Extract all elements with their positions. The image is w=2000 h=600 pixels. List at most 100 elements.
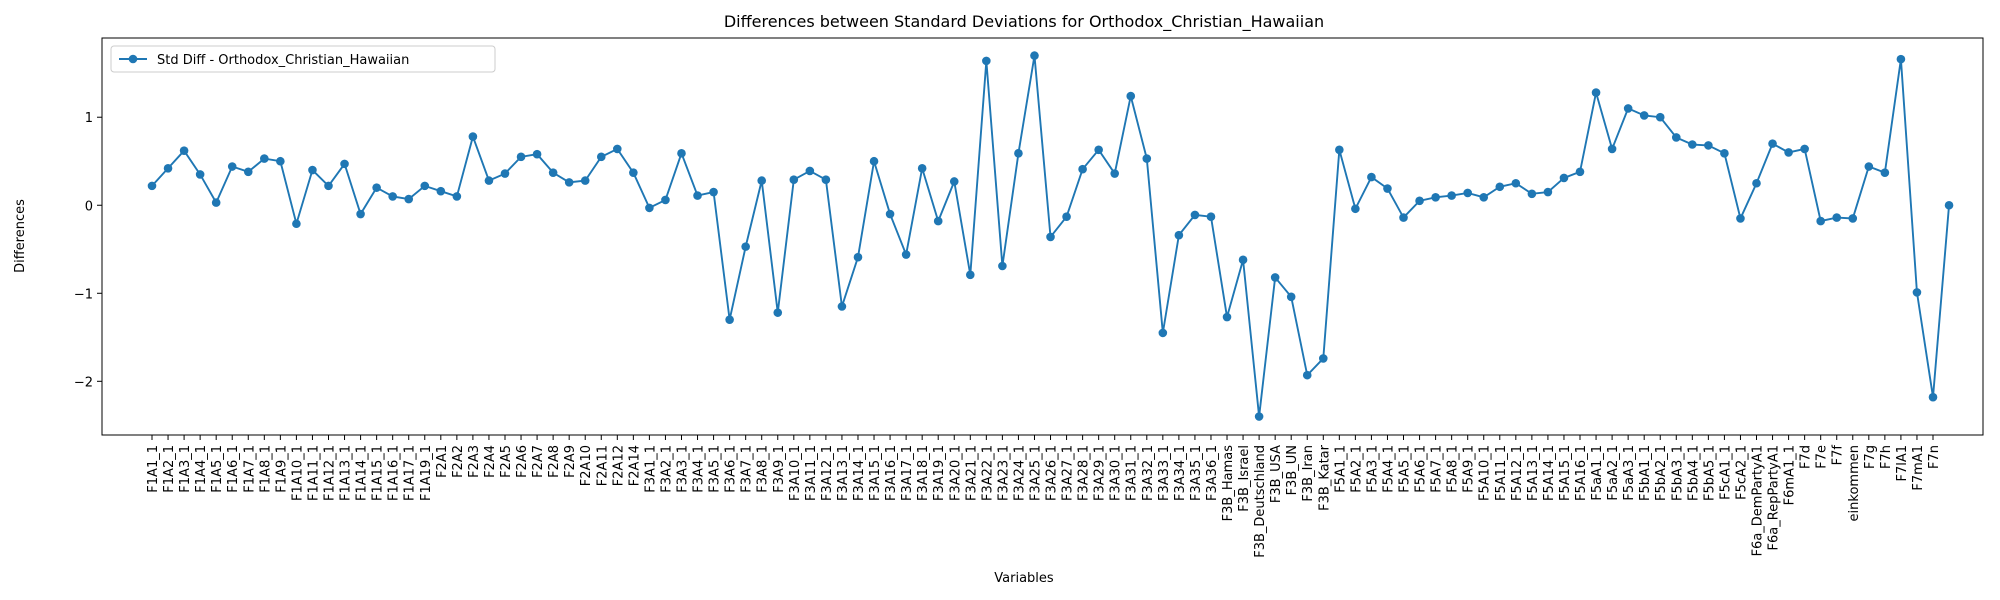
data-point [1302,370,1312,380]
x-tick-label: F7d [1799,445,1814,469]
x-tick-label: F1A6_1 [226,445,241,493]
x-tick-label: F6mA1_1 [1783,445,1798,505]
data-point [1399,213,1408,222]
data-point [1671,133,1681,142]
x-tick-label: F5cA2_1 [1734,445,1749,500]
data-point [933,216,943,226]
x-tick-label: F6a_DemPartyA1 [1751,445,1766,556]
x-tick-label: F5bA2_1 [1654,445,1669,501]
x-tick-label: F1A5_1 [210,445,225,493]
x-tick-label: F1A4_1 [194,445,209,493]
data-point [1720,149,1729,158]
x-tick-label: F2A4 [483,445,498,478]
data-point [949,177,959,186]
data-point [420,181,430,191]
data-point [1639,111,1649,120]
x-tick-label: F3A30_1 [1109,445,1124,501]
y-tick-label: −1 [74,287,93,302]
data-point [1222,312,1232,322]
x-tick-label: F3A26_1 [1045,445,1060,501]
x-tick-label: F6a_RepPartyA1 [1767,445,1782,550]
data-point [516,152,526,162]
x-tick-label: F5A2_1 [1349,445,1364,493]
x-tick-label: F5A15_1 [1558,445,1573,501]
x-tick-label: F3A29_1 [1093,445,1108,501]
data-point [773,308,783,317]
data-point [741,242,750,251]
x-tick-label: F3A28_1 [1077,445,1092,501]
x-tick-label: F1A12_1 [322,445,337,501]
x-tick-label: F3A34_1 [1173,445,1188,501]
data-point [1335,145,1344,155]
data-point [1688,140,1697,149]
data-point [1463,188,1472,198]
data-point [532,149,542,159]
x-tick-label: F2A11 [595,445,610,486]
x-tick-label: F3A14_1 [852,445,867,501]
data-point [837,302,847,311]
x-tick-label: F2A2 [451,445,466,478]
data-point [1527,189,1537,199]
x-tick-label: F3A19_1 [932,445,947,501]
data-point [340,159,349,169]
data-point [1110,169,1120,178]
y-tick-label: −2 [74,375,93,390]
x-tick-label: F1A3_1 [178,445,193,493]
x-tick-label: F3A4_1 [692,445,707,493]
data-point [1607,144,1617,154]
data-point [195,170,205,179]
data-point [179,146,189,155]
x-tick-label: einkommen [1847,445,1862,521]
x-tick-label: F1A7_1 [242,445,257,493]
x-tick-label: F3A36_1 [1205,445,1220,501]
data-point [1062,212,1071,221]
x-tick-label: F1A19_1 [419,445,434,501]
data-point [1190,210,1200,220]
data-point [1126,91,1136,101]
x-tick-label: F5bA1_1 [1638,445,1653,501]
x-tick-label: F5A11_1 [1494,445,1509,501]
data-point [452,192,462,201]
data-point [1030,51,1039,60]
x-tick-label: F3A7_1 [740,445,755,493]
data-point [292,219,301,229]
x-tick-label: F5A16_1 [1574,445,1589,501]
x-tick-label: F1A13_1 [339,445,354,501]
x-tick-label: F1A8_1 [258,445,273,493]
data-point [1704,141,1713,150]
x-tick-label: F2A5 [499,445,514,478]
data-point [1623,104,1633,113]
data-point [1431,193,1440,202]
x-tick-label: F3A1_1 [643,445,658,493]
data-point [789,175,799,185]
chart-title: Differences between Standard Deviations … [724,12,1324,32]
x-tick-label: F3A2_1 [659,445,674,493]
x-tick-label: F5A12_1 [1510,445,1525,501]
x-tick-label: F1A16_1 [387,445,402,501]
data-point [1238,255,1248,265]
data-point [677,149,686,158]
data-point [468,132,478,141]
x-tick-label: F3A9_1 [772,445,787,493]
data-point [500,169,510,178]
data-point [564,178,574,187]
x-tick-label: F5A13_1 [1526,445,1541,501]
data-point [917,163,927,173]
data-point [869,156,879,166]
data-point [356,209,365,219]
y-tick-label: 0 [85,199,93,214]
x-tick-label: F7n [1927,445,1942,469]
data-point [1832,213,1842,222]
data-point [1784,148,1793,157]
x-tick-label: F2A7 [531,445,546,478]
data-point [853,252,863,262]
data-point [693,191,702,200]
x-tick-label: F7mA1 [1911,445,1926,491]
x-tick-label: F5A10_1 [1478,445,1493,501]
x-tick-label: F3B_Hamas [1221,445,1236,522]
data-point [1479,193,1489,202]
x-tick-label: F2A8 [547,445,562,478]
data-point [1046,232,1055,242]
data-point [709,187,718,197]
data-point [1736,214,1745,223]
